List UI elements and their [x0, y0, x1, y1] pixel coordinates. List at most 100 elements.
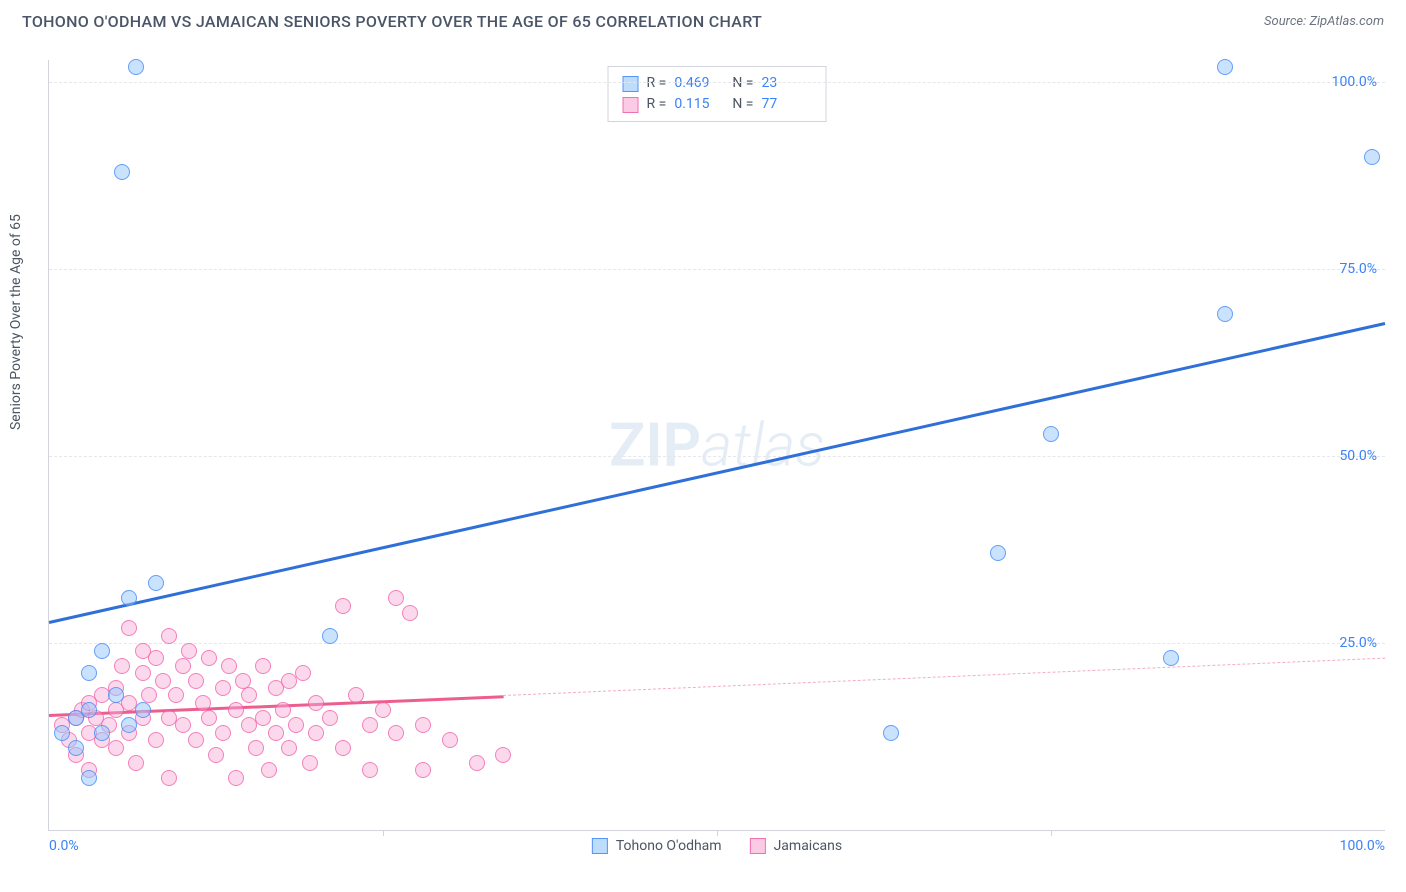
legend-label-blue: Tohono O'odham — [616, 838, 722, 854]
swatch-pink-icon — [623, 97, 639, 113]
data-point — [281, 740, 297, 756]
stats-n-label: N = — [732, 94, 753, 115]
gridline — [49, 82, 1385, 83]
stats-row-pink: R = 0.115 N = 77 — [623, 94, 812, 115]
data-point — [128, 59, 144, 75]
data-point — [208, 747, 224, 763]
data-point — [295, 665, 311, 681]
data-point — [362, 762, 378, 778]
data-point — [388, 725, 404, 741]
xtick-mark — [717, 830, 718, 836]
data-point — [161, 628, 177, 644]
data-point — [261, 762, 277, 778]
stats-row-blue: R = 0.469 N = 23 — [623, 73, 812, 94]
ytick-label: 25.0% — [1339, 635, 1377, 651]
chart-title: TOHONO O'ODHAM VS JAMAICAN SENIORS POVER… — [22, 12, 762, 31]
legend-item-pink: Jamaicans — [750, 838, 843, 854]
data-point — [121, 590, 137, 606]
data-point — [168, 687, 184, 703]
ytick-label: 50.0% — [1339, 448, 1377, 464]
data-point — [121, 620, 137, 636]
data-point — [148, 732, 164, 748]
scatter-chart: ZIPatlas R = 0.469 N = 23 R = 0.115 N = … — [48, 60, 1385, 831]
data-point — [1163, 650, 1179, 666]
data-point — [375, 702, 391, 718]
data-point — [215, 725, 231, 741]
data-point — [255, 658, 271, 674]
data-point — [155, 673, 171, 689]
stats-legend: R = 0.469 N = 23 R = 0.115 N = 77 — [608, 66, 827, 122]
data-point — [135, 702, 151, 718]
data-point — [402, 605, 418, 621]
data-point — [362, 717, 378, 733]
data-point — [275, 702, 291, 718]
stats-n-label: N = — [732, 73, 753, 94]
data-point — [141, 687, 157, 703]
data-point — [175, 658, 191, 674]
swatch-pink-icon — [750, 838, 766, 854]
data-point — [228, 770, 244, 786]
data-point — [335, 740, 351, 756]
stats-n-blue: 23 — [761, 73, 811, 94]
data-point — [241, 687, 257, 703]
data-point — [68, 740, 84, 756]
swatch-blue-icon — [623, 76, 639, 92]
data-point — [442, 732, 458, 748]
data-point — [322, 710, 338, 726]
stats-r-blue: 0.469 — [674, 73, 724, 94]
data-point — [1043, 426, 1059, 442]
data-point — [248, 740, 264, 756]
data-point — [128, 755, 144, 771]
data-point — [335, 598, 351, 614]
data-point — [221, 658, 237, 674]
ytick-label: 100.0% — [1332, 74, 1377, 90]
data-point — [181, 643, 197, 659]
data-point — [195, 695, 211, 711]
stats-r-pink: 0.115 — [674, 94, 724, 115]
watermark: ZIPatlas — [609, 410, 825, 481]
trendline-extension — [503, 658, 1385, 696]
data-point — [308, 725, 324, 741]
data-point — [201, 710, 217, 726]
data-point — [990, 545, 1006, 561]
data-point — [469, 755, 485, 771]
gridline — [49, 269, 1385, 270]
data-point — [148, 650, 164, 666]
data-point — [114, 658, 130, 674]
data-point — [495, 747, 511, 763]
data-point — [94, 725, 110, 741]
swatch-blue-icon — [592, 838, 608, 854]
xtick-mark — [383, 830, 384, 836]
data-point — [388, 590, 404, 606]
data-point — [81, 770, 97, 786]
data-point — [94, 643, 110, 659]
data-point — [255, 710, 271, 726]
data-point — [288, 717, 304, 733]
data-point — [121, 717, 137, 733]
source-name: ZipAtlas.com — [1309, 14, 1384, 29]
data-point — [54, 725, 70, 741]
series-legend: Tohono O'odham Jamaicans — [592, 838, 842, 854]
chart-header: TOHONO O'ODHAM VS JAMAICAN SENIORS POVER… — [0, 0, 1406, 39]
xtick-label: 100.0% — [1340, 838, 1385, 854]
gridline — [49, 643, 1385, 644]
data-point — [322, 628, 338, 644]
xtick-label: 0.0% — [49, 838, 79, 854]
data-point — [1217, 306, 1233, 322]
data-point — [268, 725, 284, 741]
data-point — [1364, 149, 1380, 165]
legend-item-blue: Tohono O'odham — [592, 838, 722, 854]
data-point — [415, 762, 431, 778]
data-point — [302, 755, 318, 771]
data-point — [81, 665, 97, 681]
data-point — [148, 575, 164, 591]
data-point — [175, 717, 191, 733]
data-point — [114, 164, 130, 180]
stats-r-label: R = — [647, 94, 667, 115]
data-point — [215, 680, 231, 696]
data-point — [308, 695, 324, 711]
ytick-label: 75.0% — [1339, 261, 1377, 277]
data-point — [415, 717, 431, 733]
data-point — [1217, 59, 1233, 75]
data-point — [348, 687, 364, 703]
